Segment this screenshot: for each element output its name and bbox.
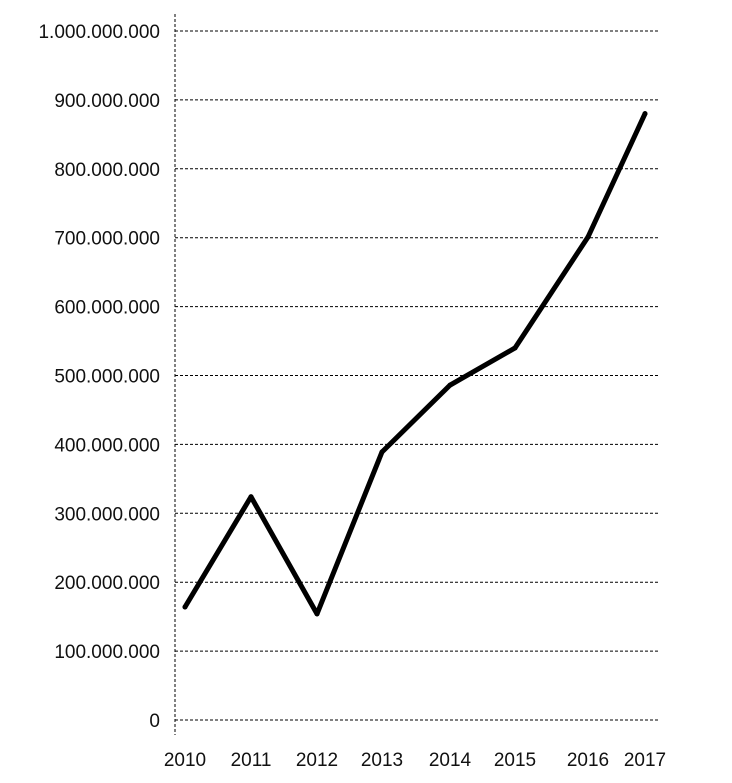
y-tick-label: 900.000.000 <box>54 91 160 112</box>
x-tick-label: 2010 <box>164 750 206 771</box>
y-tick-label: 600.000.000 <box>54 298 160 319</box>
data-point-2015 <box>512 345 518 351</box>
y-tick-labels: 0 100.000.000 200.000.000 300.000.000 400.00… <box>38 22 160 732</box>
y-tick-label: 800.000.000 <box>54 160 160 181</box>
data-point-2017 <box>642 111 648 117</box>
y-tick-label: 700.000.000 <box>54 229 160 250</box>
y-tick-label: 1.000.000.000 <box>38 22 160 43</box>
x-tick-labels: 2010 2011 2012 2013 2014 2015 2016 2017 <box>164 750 666 771</box>
y-tick-label: 200.000.000 <box>54 573 160 594</box>
series-group <box>182 111 648 617</box>
x-tick-label: 2017 <box>624 750 666 771</box>
data-point-2013 <box>379 449 385 455</box>
x-tick-label: 2012 <box>296 750 338 771</box>
x-tick-label: 2013 <box>361 750 403 771</box>
series-line <box>182 111 648 617</box>
x-tick-label: 2011 <box>231 750 272 771</box>
data-point-2011 <box>248 494 254 500</box>
y-tick-label: 100.000.000 <box>54 642 160 663</box>
data-point-2010 <box>182 604 188 610</box>
data-point-2014 <box>447 382 453 388</box>
y-tick-label: 500.000.000 <box>54 367 160 388</box>
y-tick-label: 300.000.000 <box>54 504 160 525</box>
y-tick-label: 400.000.000 <box>54 435 160 456</box>
data-point-2016 <box>585 234 591 240</box>
y-tick-label: 0 <box>149 711 160 732</box>
x-tick-label: 2015 <box>494 750 536 771</box>
gridlines <box>175 30 660 721</box>
x-tick-label: 2014 <box>429 750 472 771</box>
data-point-2012 <box>314 611 320 617</box>
x-tick-label: 2016 <box>567 750 609 771</box>
